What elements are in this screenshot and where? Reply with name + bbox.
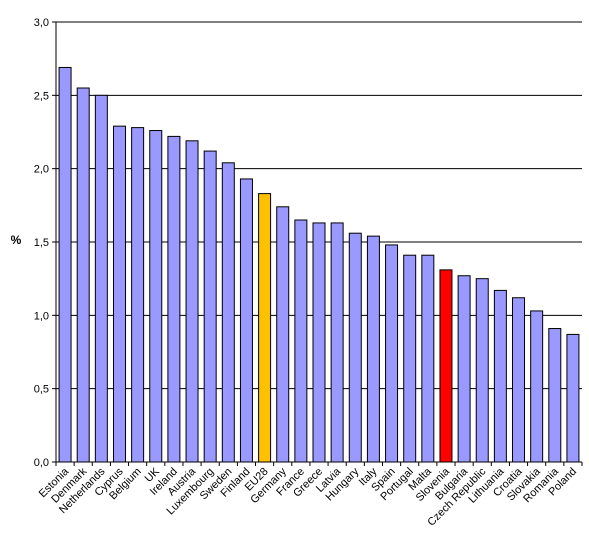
- bar-cyprus: [112, 125, 126, 463]
- bar-spain: [385, 244, 399, 463]
- bar-romania: [548, 328, 562, 463]
- bar-austria: [185, 140, 199, 463]
- y-tick-label: 0,5: [34, 384, 49, 396]
- bar-sweden: [221, 162, 235, 463]
- bar-croatia: [512, 297, 526, 463]
- y-tick-label: 2,0: [34, 164, 49, 176]
- y-tick-label: 1,0: [34, 310, 49, 322]
- bar-france: [294, 219, 308, 463]
- y-tick-label: 2,5: [34, 90, 49, 102]
- bar-belgium: [131, 127, 145, 463]
- bar-poland: [566, 333, 580, 463]
- bar-malta: [421, 254, 435, 463]
- y-tick-label: 3,0: [34, 17, 49, 29]
- bar-czech-republic: [475, 278, 489, 463]
- bar-latvia: [330, 222, 344, 463]
- bar-slovenia: [439, 269, 453, 463]
- bar-denmark: [76, 87, 90, 463]
- bar-portugal: [403, 254, 417, 463]
- y-tick-label: 1,5: [34, 237, 49, 249]
- y-tick-label: 0,0: [34, 457, 49, 469]
- bar-bulgaria: [457, 275, 471, 463]
- bar-greece: [312, 222, 326, 463]
- bar-uk: [149, 130, 163, 463]
- y-axis-label: %: [11, 233, 22, 247]
- bars: [58, 66, 580, 463]
- bar-finland: [239, 178, 253, 463]
- bar-slovakia: [530, 310, 544, 463]
- bar-netherlands: [94, 94, 108, 463]
- bar-estonia: [58, 66, 72, 463]
- bar-eu28: [258, 193, 272, 463]
- bar-lithuania: [493, 289, 507, 463]
- bar-luxembourg: [203, 150, 217, 463]
- bar-italy: [366, 235, 380, 463]
- bar-hungary: [348, 232, 362, 463]
- x-tick-labels: EstoniaDenmarkNetherlandsCyprusBelgiumUK…: [37, 465, 579, 529]
- axes: [52, 21, 583, 466]
- y-tick-labels: 0,0 0,5 1,0 1,5 2,0 2,5 3,0: [34, 17, 49, 469]
- bar-germany: [276, 206, 290, 463]
- bar-ireland: [167, 135, 181, 463]
